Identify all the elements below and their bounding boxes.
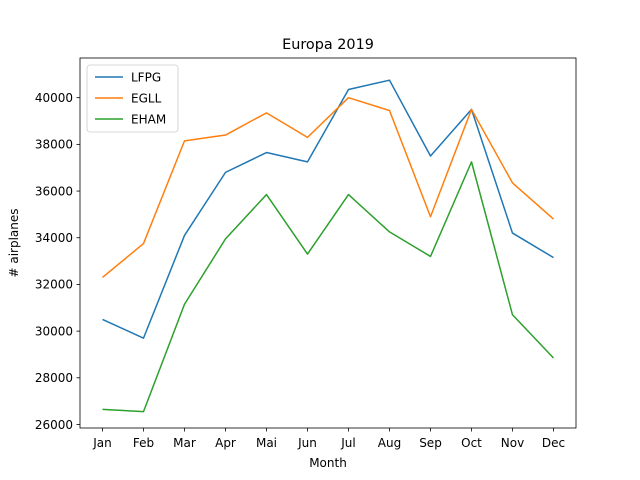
x-tick-label: Sep xyxy=(419,436,442,450)
legend-label-lfpg: LFPG xyxy=(131,70,161,84)
plot-frame xyxy=(79,57,577,429)
y-axis-label: # airplanes xyxy=(7,208,21,277)
series-line-lfpg xyxy=(102,79,554,339)
legend-label-egll: EGLL xyxy=(131,91,162,105)
y-tick-label: 30000 xyxy=(35,324,73,338)
y-axis: 26000 28000 30000 32000 34000 36000 38000 40000 xyxy=(35,91,80,432)
x-tick-label: Jul xyxy=(340,436,355,450)
x-tick-label: Mai xyxy=(256,436,277,450)
y-tick-label: 32000 xyxy=(35,278,73,292)
series-layer xyxy=(102,79,555,413)
x-tick-label: Oct xyxy=(461,436,482,450)
y-tick-label: 40000 xyxy=(35,91,73,105)
y-tick-label: 26000 xyxy=(35,418,73,432)
x-tick-label: Jan xyxy=(92,436,112,450)
y-tick-label: 36000 xyxy=(35,184,73,198)
x-tick-label: Nov xyxy=(501,436,524,450)
x-axis-label: Month xyxy=(309,456,347,470)
x-tick-label: Mar xyxy=(173,436,196,450)
series-line-eham xyxy=(102,161,555,413)
y-tick-label: 28000 xyxy=(35,371,73,385)
legend-label-eham: EHAM xyxy=(131,112,166,126)
x-tick-label: Dec xyxy=(542,436,565,450)
legend-box xyxy=(86,64,179,133)
chart-title: Europa 2019 xyxy=(282,37,374,53)
x-tick-label: Aug xyxy=(378,436,401,450)
legend: LFPG EGLL EHAM xyxy=(86,64,179,133)
y-tick-label: 34000 xyxy=(35,231,73,245)
y-tick-label: 38000 xyxy=(35,138,73,152)
x-tick-label: Apr xyxy=(215,436,236,450)
x-tick-label: Feb xyxy=(133,436,154,450)
series-line-egll xyxy=(102,96,554,279)
x-tick-label: Jun xyxy=(297,436,317,450)
x-axis: Jan Feb Mar Apr Mai Jun Jul Aug Sep Oct Nov Dec xyxy=(92,428,565,450)
